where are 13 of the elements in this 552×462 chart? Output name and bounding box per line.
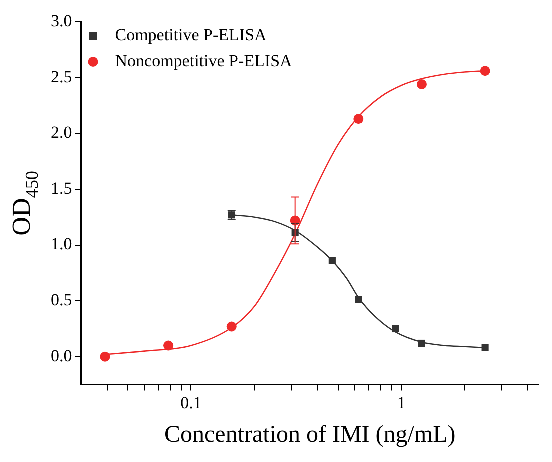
y-axis-title: OD450: [7, 170, 42, 236]
x-tick-label: 1: [397, 393, 406, 412]
y-tick-label: 3.0: [51, 11, 72, 30]
y-tick-label: 1.0: [51, 234, 72, 254]
legend-label: Noncompetitive P-ELISA: [115, 51, 294, 70]
x-tick-label: 0.1: [180, 393, 202, 412]
y-tick-label: 0.5: [51, 290, 72, 310]
legend-label: Competitive P-ELISA: [115, 25, 268, 44]
y-tick-label: 0.0: [51, 346, 72, 366]
y-tick-label: 1.5: [51, 178, 72, 198]
y-tick-label: 2.5: [51, 67, 72, 86]
x-axis-title: Concentration of IMI (ng/mL): [164, 422, 456, 448]
y-tick-label: 2.0: [51, 123, 72, 142]
